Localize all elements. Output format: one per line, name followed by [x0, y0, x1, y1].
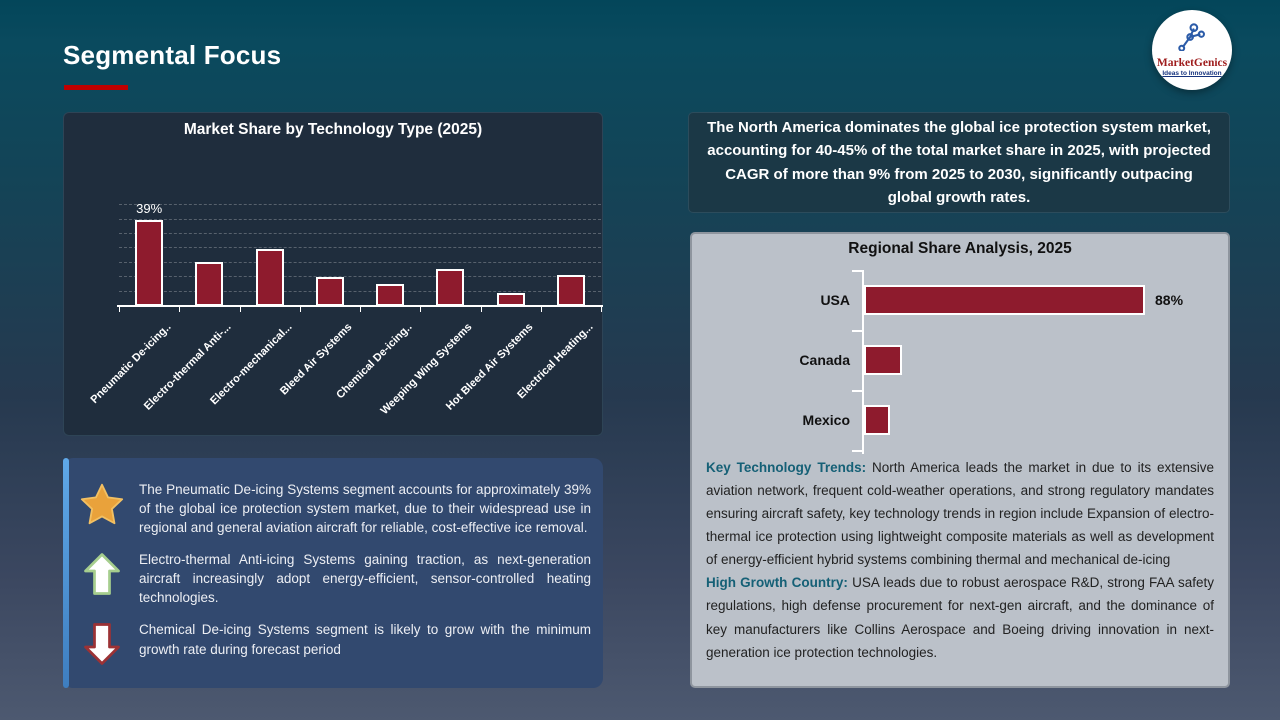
technology-chart-plot: 39% [119, 153, 601, 306]
logo-tagline: Ideas to Innovation [1162, 70, 1222, 77]
note-lead: High Growth Country: [706, 575, 848, 591]
bar [255, 248, 284, 306]
regional-note: High Growth Country: USA leads due to ro… [706, 571, 1214, 663]
axis-tick [360, 307, 361, 312]
logo-name: MarketGenics [1156, 57, 1228, 69]
axis-tick [601, 307, 602, 312]
bar-column: 39% [119, 153, 179, 306]
technology-chart-panel: Market Share by Technology Type (2025) 3… [63, 112, 603, 436]
insight-accent-stripe [63, 458, 69, 688]
region-label: Mexico [802, 412, 850, 428]
insight-list: The Pneumatic De-icing Systems segment a… [71, 458, 601, 688]
axis-tick [179, 307, 181, 312]
insight-text: Chemical De-icing Systems segment is lik… [139, 622, 591, 657]
gridline [119, 233, 601, 234]
region-row: USA 88% [692, 285, 1228, 315]
regional-analysis-panel: Regional Share Analysis, 2025 USA 88% Cana… [690, 232, 1230, 688]
note-text: North America leads the market in due to… [706, 460, 1215, 568]
axis-tick [420, 307, 422, 312]
bar-column [360, 153, 420, 306]
gridline [119, 218, 601, 220]
regional-note: Key Technology Trends: North America lea… [706, 456, 1214, 571]
up-arrow-icon [75, 550, 129, 596]
axis-tick [852, 390, 862, 392]
bar-column [179, 153, 239, 306]
technology-chart-title: Market Share by Technology Type (2025) [183, 121, 483, 138]
bar-column [541, 153, 601, 306]
bar [496, 292, 525, 306]
north-america-summary-text: The North America dominates the global i… [707, 119, 1211, 206]
note-lead: Key Technology Trends: [706, 460, 867, 475]
bar [556, 275, 585, 306]
region-row: Mexico [692, 405, 1228, 435]
bar [315, 277, 344, 306]
axis-tick [852, 450, 862, 452]
molecule-icon [1177, 23, 1207, 56]
regional-chart: USA 88% Canada Mexico [692, 270, 1228, 460]
axis-tick [852, 270, 862, 272]
bar-column [420, 153, 480, 306]
bar-column [240, 153, 300, 306]
insight-item: The Pneumatic De-icing Systems segment a… [75, 480, 597, 537]
bar [376, 284, 405, 306]
note-text: USA leads due to robust aerospace R&D, s… [706, 575, 1215, 660]
axis-tick [480, 307, 482, 312]
regional-chart-title: Regional Share Analysis, 2025 [848, 240, 1072, 257]
region-label: USA [820, 292, 850, 308]
region-value-label: 88% [1155, 292, 1184, 308]
gridline [119, 247, 601, 249]
bar-column [481, 153, 541, 306]
segment-insights-box: The Pneumatic De-icing Systems segment a… [63, 458, 603, 688]
regional-notes: Key Technology Trends: North America lea… [692, 456, 1228, 664]
region-label: Canada [799, 352, 850, 368]
gridline [119, 261, 601, 263]
bar [436, 268, 465, 306]
title-accent-bar [64, 85, 128, 90]
down-arrow-icon [75, 620, 129, 666]
axis-tick [852, 330, 862, 332]
region-row: Canada [692, 345, 1228, 375]
bar [195, 262, 224, 306]
region-bar [864, 285, 1145, 315]
axis-tick [540, 307, 542, 312]
gridline [119, 276, 601, 278]
technology-axis-labels: Pneumatic De-icing.. Electro-thermal Anti… [89, 313, 601, 433]
star-icon [75, 480, 129, 526]
insight-text: The Pneumatic De-icing Systems segment a… [139, 481, 591, 535]
region-bar [864, 345, 902, 375]
gridline [119, 290, 601, 292]
regional-y-axis [862, 270, 864, 454]
gridline [119, 204, 601, 206]
insight-item: Electro-thermal Anti-icing Systems gaini… [75, 550, 597, 607]
bar [135, 220, 164, 306]
axis-tick [119, 307, 120, 312]
technology-x-axis [117, 305, 603, 307]
axis-tick [299, 307, 301, 312]
technology-bars: 39% [119, 153, 601, 306]
axis-tick [239, 307, 241, 312]
region-bar [864, 405, 890, 435]
insight-item: Chemical De-icing Systems segment is lik… [75, 620, 597, 666]
north-america-summary-box: The North America dominates the global i… [688, 112, 1230, 213]
page-title: Segmental Focus [63, 40, 282, 70]
company-logo: MarketGenics Ideas to Innovation [1152, 10, 1232, 90]
insight-text: Electro-thermal Anti-icing Systems gaini… [139, 552, 591, 606]
bar-data-label: 39% [136, 201, 163, 217]
bar-column [300, 153, 360, 306]
